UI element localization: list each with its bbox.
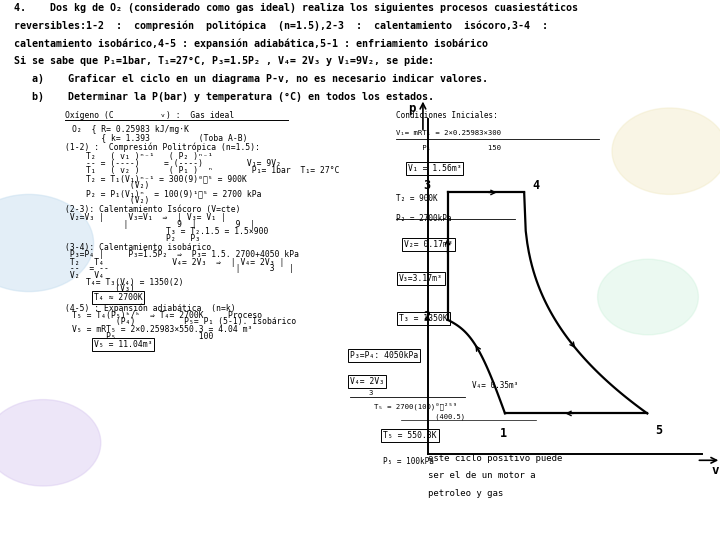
Text: (V₂): (V₂) [86,181,150,190]
Text: P₅ = 100kPa: P₅ = 100kPa [384,457,434,467]
Text: v: v [160,113,164,118]
Circle shape [0,400,101,486]
Text: (4-5) : Expansión adiabática  (n=k): (4-5) : Expansión adiabática (n=k) [65,303,235,313]
Text: Condiciones Iniciales:: Condiciones Iniciales: [396,111,498,120]
Text: --  = --                          |      3   |: -- = -- | 3 | [65,264,294,273]
Text: (V₂): (V₂) [86,196,150,205]
Text: V₂=V₃ |     V₃=V₁  ⇒  | V₃= V₁ |: V₂=V₃ | V₃=V₁ ⇒ | V₃= V₁ | [65,213,225,222]
Text: P₂   P₃: P₂ P₃ [166,234,199,243]
Text: este ciclo positivo puede: este ciclo positivo puede [428,454,563,463]
Text: (V₃): (V₃) [86,285,135,293]
Text: 3: 3 [369,390,373,396]
Text: P₅                 100: P₅ 100 [72,332,213,341]
Text: Oxígeno (C: Oxígeno (C [65,111,114,120]
Text: V₂   V₄: V₂ V₄ [65,271,104,280]
Text: 4.    Dos kg de O₂ (considerado como gas ideal) realiza los siguientes procesos : 4. Dos kg de O₂ (considerado como gas id… [14,3,578,13]
Text: T₂   T₄              V₄= 2V₃  ⇒  | V₄= 2V₃ |: T₂ T₄ V₄= 2V₃ ⇒ | V₄= 2V₃ | [65,258,284,267]
Text: 1: 1 [500,427,507,440]
Text: ) :  Gas ideal: ) : Gas ideal [166,111,234,120]
Text: O₂  { R= 0.25983 kJ/mg·K: O₂ { R= 0.25983 kJ/mg·K [72,125,189,133]
Text: P₂ = P₁(V₁)ⁿ  = 100(9)¹˂⁵ = 2700 kPa: P₂ = P₁(V₁)ⁿ = 100(9)¹˂⁵ = 2700 kPa [86,190,262,198]
Text: V₃=3.17m³: V₃=3.17m³ [399,274,443,284]
Circle shape [0,194,94,292]
Text: P₂ = 2700kPa: P₂ = 2700kPa [396,214,451,223]
Text: T₄= T₃(V₄) = 1350(2): T₄= T₃(V₄) = 1350(2) [86,278,184,287]
Text: -- = (----)     = (----)         V₁= 9V₂: -- = (----) = (----) V₁= 9V₂ [86,159,282,168]
Text: 2: 2 [423,309,430,323]
Text: T₅ = 550.3K: T₅ = 550.3K [384,431,437,441]
Text: p: p [408,102,415,115]
Text: T₂   ( v₁ )ⁿ⁻¹   ( P₂ )ⁿ⁻¹: T₂ ( v₁ )ⁿ⁻¹ ( P₂ )ⁿ⁻¹ [86,152,213,161]
Text: P₁             150: P₁ 150 [396,145,501,151]
Text: (1-2) :  Compresión Politrópica (n=1.5):: (1-2) : Compresión Politrópica (n=1.5): [65,143,260,152]
Text: V₁ = 1.56m³: V₁ = 1.56m³ [408,164,461,173]
Text: T₅ = 2700(100)⁰˂²⁵⁹: T₅ = 2700(100)⁰˂²⁵⁹ [374,402,457,410]
Text: petroleo y gas: petroleo y gas [428,489,504,498]
Text: T₃ = 1350K: T₃ = 1350K [399,314,448,323]
Text: ser el de un motor a: ser el de un motor a [428,471,536,481]
Text: P₃=P₄: 4050kPa: P₃=P₄: 4050kPa [350,350,418,360]
Text: calentamiento isobárico,4-5 : expansión adiabática,5-1 : enfriamiento isobárico: calentamiento isobárico,4-5 : expansión … [14,38,488,49]
Text: V₂= 0.17m³: V₂= 0.17m³ [404,240,453,249]
Text: (400.5): (400.5) [414,414,465,421]
Text: V₄= 2V₃: V₄= 2V₃ [350,377,384,386]
Text: { k= 1.393          (Toba A-B): { k= 1.393 (Toba A-B) [72,133,248,142]
Circle shape [612,108,720,194]
Text: P₃=P₄ |     P₃=1.5P₂  ⇒  P₃= 1.5. 2700+4050 kPa: P₃=P₄ | P₃=1.5P₂ ⇒ P₃= 1.5. 2700+4050 kP… [65,251,299,260]
Text: V₅ = mRT₅ = 2×0.25983×550.3 = 4.04 m³: V₅ = mRT₅ = 2×0.25983×550.3 = 4.04 m³ [72,325,253,334]
Text: v: v [712,464,719,477]
Text: (2-3): Calentamiento Isócoro (V=cte): (2-3): Calentamiento Isócoro (V=cte) [65,205,240,214]
Text: (3-4): Calentamiento isobárico: (3-4): Calentamiento isobárico [65,243,211,252]
Text: T₃ = T₂.1.5 = 1.5×900: T₃ = T₂.1.5 = 1.5×900 [166,227,268,236]
Text: V₁= mRT₁ = 2×0.25983×300: V₁= mRT₁ = 2×0.25983×300 [396,130,501,136]
Text: T₂ = T₁(V₁)ⁿ⁻¹ = 300(9)⁰˂⁵ = 900K: T₂ = T₁(V₁)ⁿ⁻¹ = 300(9)⁰˂⁵ = 900K [86,174,247,183]
Text: b)    Determinar la P(bar) y temperatura (°C) en todos los estados.: b) Determinar la P(bar) y temperatura (°… [14,92,434,102]
Text: Si se sabe que P₁=1bar, T₁=27°C, P₃=1.5P₂ , V₄= 2V₃ y V₁=9V₂, se pide:: Si se sabe que P₁=1bar, T₁=27°C, P₃=1.5P… [14,56,434,66]
Text: T₂ = 900K: T₂ = 900K [396,194,438,204]
Text: 3: 3 [423,179,430,192]
Text: T₁   ( v₂ )      ( P₁ )  ⁿ        P₁= 1bar  T₁= 27°C: T₁ ( v₂ ) ( P₁ ) ⁿ P₁= 1bar T₁= 27°C [86,166,340,175]
Text: reversibles:1-2  :  compresión  politópica  (n=1.5),2-3  :  calentamiento  isóco: reversibles:1-2 : compresión politópica … [14,21,549,31]
Text: a)    Graficar el ciclo en un diagrama P-v, no es necesario indicar valores.: a) Graficar el ciclo en un diagrama P-v,… [14,74,488,84]
Text: 4: 4 [532,179,539,192]
Text: T₅ = T₄(P₅)ᵏ/ᵏ  ⇒ T₄= 2700K     Proceso: T₅ = T₄(P₅)ᵏ/ᵏ ⇒ T₄= 2700K Proceso [72,310,262,320]
Text: |          9  |        9  |: | 9 | 9 | [65,220,255,229]
Text: (P₄)          P₅= P₁ (5-1). Isobárico: (P₄) P₅= P₁ (5-1). Isobárico [72,318,296,327]
Text: 5: 5 [655,423,662,436]
Text: V₄= 0.35m³: V₄= 0.35m³ [472,381,518,390]
Text: V₅ = 11.04m³: V₅ = 11.04m³ [94,340,152,349]
Circle shape [598,259,698,335]
Text: T₄ ≈ 2700K: T₄ ≈ 2700K [94,293,143,302]
